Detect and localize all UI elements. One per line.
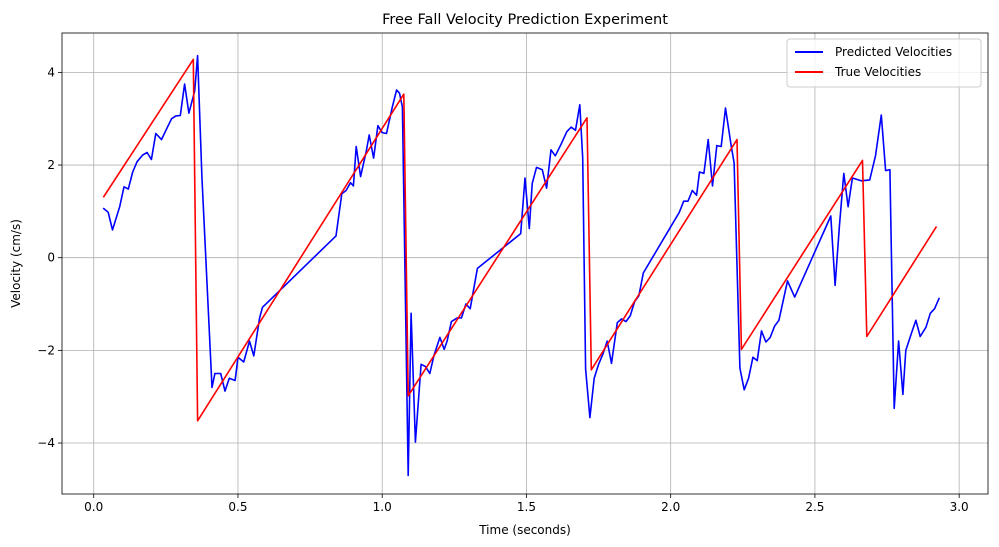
x-tick-label: 2.0	[661, 500, 680, 514]
legend-box	[786, 38, 982, 88]
y-axis-label: Velocity (cm/s)	[9, 219, 23, 308]
plot-frame	[61, 32, 989, 495]
legend-label-predicted: Predicted Velocities	[835, 45, 952, 59]
x-tick-label: 1.0	[373, 500, 392, 514]
y-tick-label: −4	[37, 436, 55, 450]
x-tick-label: 0.5	[228, 500, 247, 514]
y-tick-label: −2	[37, 343, 55, 357]
ticks: 0.0 0.5 1.0 1.5 2.0 2.5 3.0 −4 −2 0 2 4	[37, 65, 968, 514]
chart-title: Free Fall Velocity Prediction Experiment	[382, 12, 668, 28]
y-tick-label: 2	[47, 158, 55, 172]
y-tick-label: 4	[47, 65, 55, 79]
x-tick-label: 1.5	[517, 500, 536, 514]
x-tick-label: 0.0	[84, 500, 103, 514]
y-tick-label: 0	[47, 251, 55, 265]
x-axis-label: Time (seconds)	[478, 523, 571, 537]
legend-label-true: True Velocities	[834, 65, 921, 79]
x-tick-label: 2.5	[805, 500, 824, 514]
legend: Predicted Velocities True Velocities	[786, 38, 982, 88]
series-layer	[102, 54, 941, 477]
x-tick-label: 3.0	[950, 500, 969, 514]
series-line-true	[102, 58, 938, 422]
series-line-predicted	[102, 54, 941, 477]
